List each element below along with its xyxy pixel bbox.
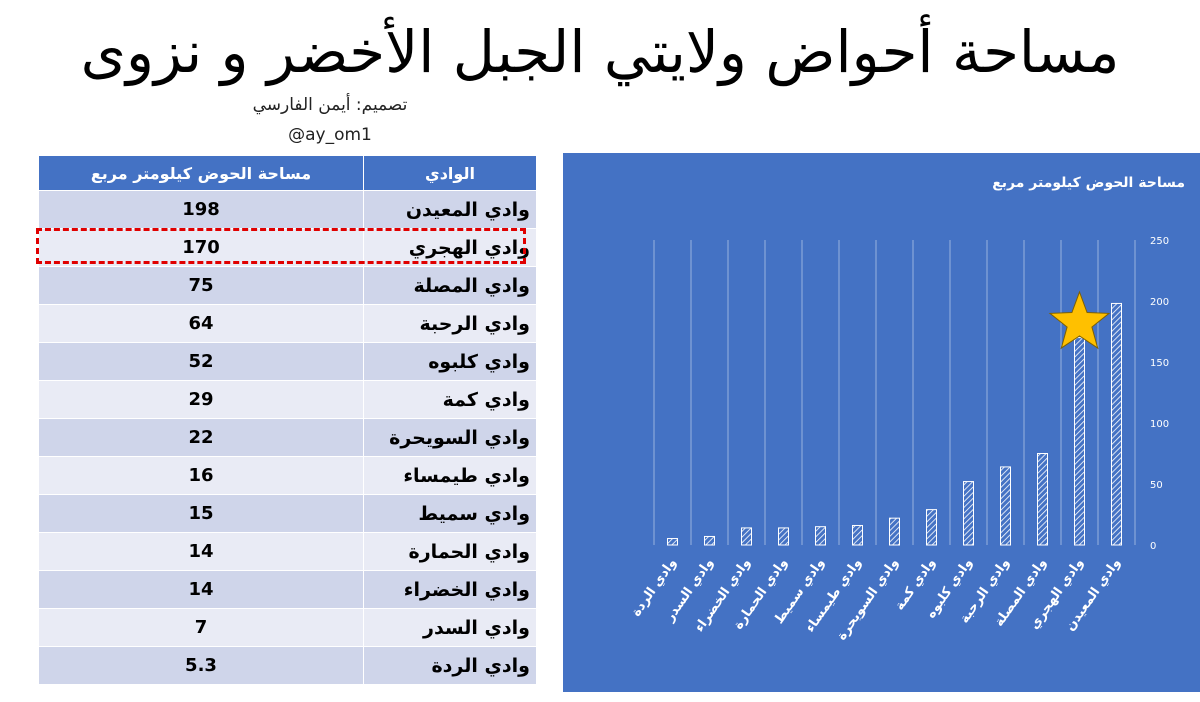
wadi-name: وادي الحمارة <box>363 532 537 571</box>
area-value: 14 <box>38 570 364 609</box>
table-row: وادي الهجري 170 <box>38 228 537 267</box>
area-value: 7 <box>38 608 364 647</box>
bar <box>704 535 715 546</box>
column-header: مساحة الحوض كيلومتر مربع <box>38 155 364 191</box>
area-value: 15 <box>38 494 364 533</box>
table-row: وادي كمة 29 <box>38 380 537 419</box>
area-value: 14 <box>38 532 364 571</box>
highlight-box <box>36 227 526 264</box>
area-value: 198 <box>38 190 364 229</box>
chart-background <box>563 153 1200 692</box>
table-row: وادي الخضراء 14 <box>38 570 537 609</box>
y-tick-label: 250 <box>1150 236 1169 247</box>
header-row: الوادي مساحة الحوض كيلومتر مربع <box>38 155 537 191</box>
bar <box>889 517 900 546</box>
x-tick-label: وادي الرحبة <box>957 556 1013 627</box>
bar <box>815 526 826 546</box>
x-tick-label: وادي السويحرة <box>834 556 902 644</box>
x-tick-label: وادي كمة <box>892 556 939 614</box>
bar <box>1074 337 1085 546</box>
table-row: وادي كلبوه 52 <box>38 342 537 381</box>
wadi-name: وادي السدر <box>363 608 537 647</box>
page-title: مساحة أحواض ولايتي الجبل الأخضر و نزوى <box>80 18 1120 86</box>
table-row: وادي الردة 5.3 <box>38 646 537 685</box>
bar <box>1037 453 1048 546</box>
bar <box>963 481 974 546</box>
column-header: الوادي <box>363 155 537 191</box>
x-tick-label: وادي السدر <box>662 556 717 625</box>
bar <box>1000 466 1011 546</box>
table-row: وادي المعيدن 198 <box>38 190 537 229</box>
area-value: 22 <box>38 418 364 457</box>
area-value: 29 <box>38 380 364 419</box>
table-row: وادي السدر 7 <box>38 608 537 647</box>
handle: @ay_om1 <box>288 125 372 145</box>
star-marker <box>1048 290 1111 350</box>
bar <box>852 524 863 546</box>
credit: تصميم: أيمن الفارسي <box>252 95 408 115</box>
bar <box>1111 302 1122 546</box>
wadi-name: وادي كمة <box>363 380 537 419</box>
x-tick-label: وادي المعيدن <box>1063 556 1124 634</box>
table-row: وادي طيمساء 16 <box>38 456 537 495</box>
wadi-name: وادي السويحرة <box>363 418 537 457</box>
chart-title: مساحة الحوض كيلومتر مربع <box>992 175 1185 191</box>
data-table: الوادي مساحة الحوض كيلومتر مربع وادي الم… <box>38 155 537 685</box>
y-tick-label: 100 <box>1150 419 1169 430</box>
x-tick-label: وادي الخضراء <box>692 556 754 635</box>
wadi-name: وادي طيمساء <box>363 456 537 495</box>
bar <box>667 538 678 546</box>
table-row: وادي سميط 15 <box>38 494 537 533</box>
wadi-name: وادي كلبوه <box>363 342 537 381</box>
x-tick-label: وادي كلبوه <box>924 556 976 622</box>
area-value: 5.3 <box>38 646 364 685</box>
wadi-name: وادي المصلة <box>363 266 537 305</box>
x-tick-label: وادي سميط <box>772 556 828 627</box>
y-tick-label: 0 <box>1150 541 1156 552</box>
wadi-name: وادي الخضراء <box>363 570 537 609</box>
area-value: 16 <box>38 456 364 495</box>
x-tick-label: وادي المصلة <box>992 556 1050 630</box>
wadi-name: وادي الردة <box>363 646 537 685</box>
x-tick-label: وادي الحمارة <box>731 556 791 633</box>
wadi-name: وادي الرحبة <box>363 304 537 343</box>
x-tick-label: وادي طيمساء <box>803 556 865 636</box>
y-tick-label: 50 <box>1150 480 1163 491</box>
y-tick-label: 150 <box>1150 358 1169 369</box>
table-row: وادي المصلة 75 <box>38 266 537 305</box>
bar <box>741 527 752 546</box>
area-value: 52 <box>38 342 364 381</box>
table-row: وادي الرحبة 64 <box>38 304 537 343</box>
area-value: 75 <box>38 266 364 305</box>
x-tick-label: وادي الردة <box>629 556 680 620</box>
wadi-name: وادي المعيدن <box>363 190 537 229</box>
bar <box>778 527 789 546</box>
table-row: وادي الحمارة 14 <box>38 532 537 571</box>
wadi-name: وادي سميط <box>363 494 537 533</box>
y-tick-label: 200 <box>1150 297 1169 308</box>
table-row: وادي السويحرة 22 <box>38 418 537 457</box>
bar <box>926 509 937 546</box>
table-body: وادي المعيدن 198 وادي الهجري 170 وادي المصلة… <box>38 190 537 685</box>
x-tick-label: وادي الهجري <box>1027 556 1087 633</box>
area-value: 64 <box>38 304 364 343</box>
